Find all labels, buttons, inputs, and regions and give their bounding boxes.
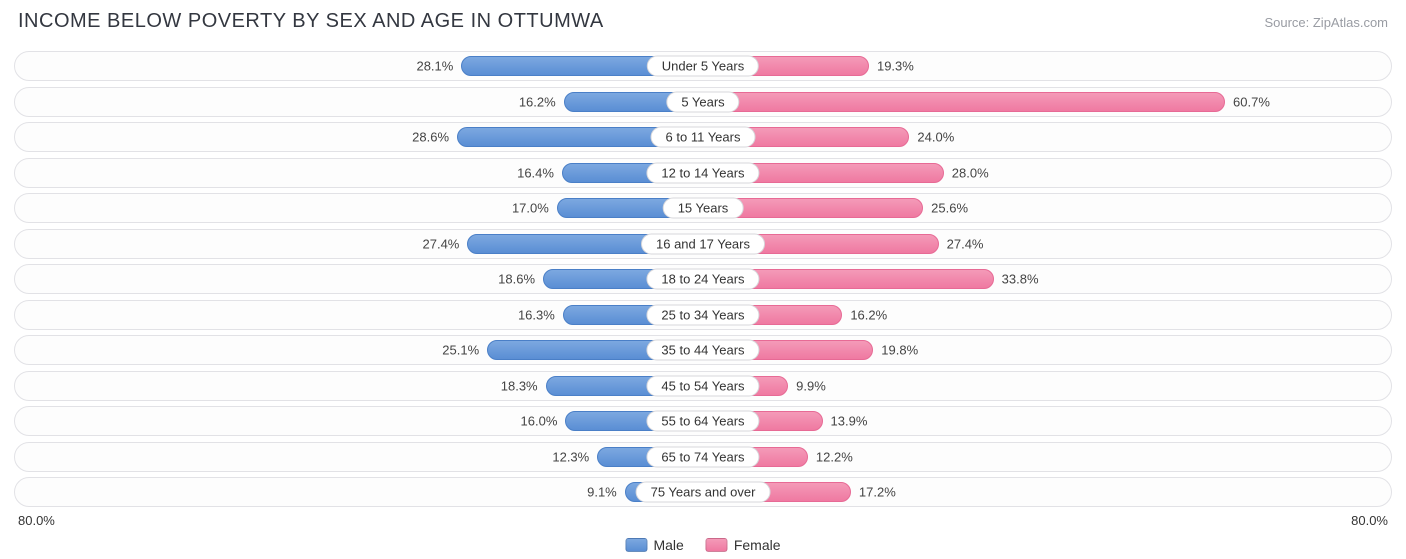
female-value: 13.9% — [831, 414, 868, 429]
chart-row: 18.6% 33.8% 18 to 24 Years — [14, 264, 1392, 294]
chart-row: 28.1% 19.3% Under 5 Years — [14, 51, 1392, 81]
age-group-label: 12 to 14 Years — [646, 162, 759, 183]
age-group-label: 55 to 64 Years — [646, 411, 759, 432]
legend-female-label: Female — [734, 537, 781, 553]
legend-male-label: Male — [653, 537, 683, 553]
chart-title: INCOME BELOW POVERTY BY SEX AND AGE IN O… — [18, 10, 604, 33]
female-value: 12.2% — [816, 449, 853, 464]
chart-row: 18.3% 9.9% 45 to 54 Years — [14, 371, 1392, 401]
female-value: 28.0% — [952, 165, 989, 180]
age-group-label: 65 to 74 Years — [646, 446, 759, 467]
age-group-label: 15 Years — [663, 198, 744, 219]
male-value: 16.4% — [517, 165, 554, 180]
male-value: 16.3% — [518, 307, 555, 322]
female-value: 33.8% — [1002, 272, 1039, 287]
male-value: 16.0% — [521, 414, 558, 429]
male-value: 25.1% — [442, 343, 479, 358]
male-value: 12.3% — [552, 449, 589, 464]
male-value: 18.3% — [501, 378, 538, 393]
age-group-label: 75 Years and over — [636, 482, 771, 503]
chart-row: 25.1% 19.8% 35 to 44 Years — [14, 335, 1392, 365]
swatch-male — [625, 538, 647, 552]
diverging-bar-chart: 28.1% 19.3% Under 5 Years 16.2% 60.7% 5 Years… — [14, 51, 1392, 507]
chart-row: 9.1% 17.2% 75 Years and over — [14, 477, 1392, 507]
female-value: 24.0% — [917, 130, 954, 145]
source-attribution: Source: ZipAtlas.com — [1264, 15, 1388, 30]
age-group-label: 18 to 24 Years — [646, 269, 759, 290]
male-value: 17.0% — [512, 201, 549, 216]
legend-male: Male — [625, 537, 683, 553]
header: INCOME BELOW POVERTY BY SEX AND AGE IN O… — [14, 10, 1392, 33]
legend: Male Female — [625, 537, 780, 553]
chart-row: 16.3% 16.2% 25 to 34 Years — [14, 300, 1392, 330]
age-group-label: 16 and 17 Years — [641, 233, 765, 254]
male-value: 27.4% — [423, 236, 460, 251]
age-group-label: 45 to 54 Years — [646, 375, 759, 396]
chart-row: 27.4% 27.4% 16 and 17 Years — [14, 229, 1392, 259]
age-group-label: 6 to 11 Years — [651, 127, 756, 148]
female-value: 60.7% — [1233, 94, 1270, 109]
chart-row: 12.3% 12.2% 65 to 74 Years — [14, 442, 1392, 472]
female-value: 19.8% — [881, 343, 918, 358]
chart-row: 17.0% 25.6% 15 Years — [14, 193, 1392, 223]
legend-female: Female — [706, 537, 781, 553]
female-value: 19.3% — [877, 59, 914, 74]
male-value: 9.1% — [587, 485, 617, 500]
axis-max-right: 80.0% — [1351, 513, 1388, 528]
female-bar — [703, 92, 1225, 112]
age-group-label: 35 to 44 Years — [646, 340, 759, 361]
male-value: 28.1% — [416, 59, 453, 74]
male-value: 28.6% — [412, 130, 449, 145]
age-group-label: 25 to 34 Years — [646, 304, 759, 325]
female-value: 27.4% — [947, 236, 984, 251]
female-value: 9.9% — [796, 378, 826, 393]
chart-row: 16.4% 28.0% 12 to 14 Years — [14, 158, 1392, 188]
age-group-label: Under 5 Years — [647, 56, 759, 77]
male-value: 16.2% — [519, 94, 556, 109]
x-axis: 80.0% 80.0% — [14, 513, 1392, 531]
chart-row: 28.6% 24.0% 6 to 11 Years — [14, 122, 1392, 152]
chart-row: 16.0% 13.9% 55 to 64 Years — [14, 406, 1392, 436]
axis-max-left: 80.0% — [18, 513, 55, 528]
female-value: 16.2% — [850, 307, 887, 322]
chart-row: 16.2% 60.7% 5 Years — [14, 87, 1392, 117]
age-group-label: 5 Years — [666, 91, 739, 112]
female-value: 17.2% — [859, 485, 896, 500]
male-value: 18.6% — [498, 272, 535, 287]
female-value: 25.6% — [931, 201, 968, 216]
swatch-female — [706, 538, 728, 552]
